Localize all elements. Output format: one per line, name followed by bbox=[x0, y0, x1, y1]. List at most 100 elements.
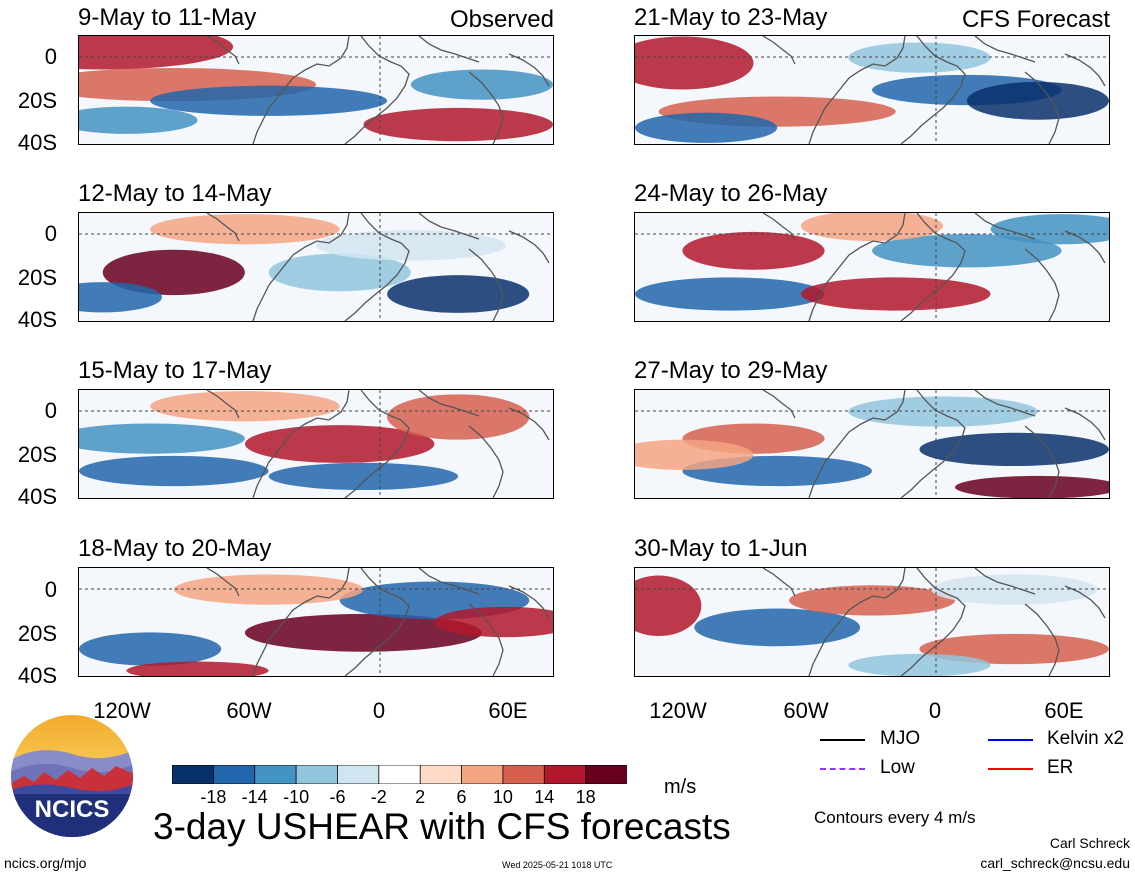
coastline bbox=[762, 568, 1106, 676]
map-panel-6 bbox=[634, 212, 1110, 322]
shear-anomaly-region bbox=[410, 69, 553, 100]
colorbar-swatch bbox=[461, 764, 504, 785]
colorbar-tick-label: -2 bbox=[370, 787, 387, 807]
y-tick-label: 20S bbox=[17, 442, 57, 467]
shear-anomaly-region bbox=[682, 231, 825, 270]
y-tick-label: 0 bbox=[44, 44, 57, 69]
shear-anomaly-region bbox=[635, 112, 778, 143]
map-panel-4 bbox=[78, 567, 554, 677]
kelvin-legend-line bbox=[988, 739, 1033, 741]
ncics-logo: NCICS bbox=[10, 714, 134, 838]
coastline bbox=[762, 213, 1106, 321]
panel-title-3: 15-May to 17-May bbox=[78, 357, 272, 384]
y-tick-label: 40S bbox=[17, 130, 57, 155]
mjo-legend-line bbox=[820, 739, 865, 741]
author-email: carl_schreck@ncsu.edu bbox=[980, 855, 1130, 871]
shear-anomaly-region bbox=[79, 455, 269, 487]
y-tick-label: 40S bbox=[17, 307, 57, 332]
shear-anomaly-region bbox=[79, 36, 234, 70]
colorbar-tick-label: -14 bbox=[241, 787, 268, 807]
colorbar-swatch bbox=[378, 764, 422, 785]
er-legend-label: ER bbox=[1047, 757, 1074, 778]
panel-title-1: 9-May to 11-May bbox=[78, 4, 257, 31]
panel-title-2: 12-May to 14-May bbox=[78, 180, 272, 207]
shear-anomaly-region bbox=[931, 574, 1098, 605]
shear-anomaly-region bbox=[954, 475, 1109, 498]
x-tick-label: 60W bbox=[783, 698, 829, 723]
shear-anomaly-region bbox=[79, 632, 222, 666]
panel-tag-forecast: CFS Forecast bbox=[961, 6, 1110, 33]
map-panel-8 bbox=[634, 567, 1110, 677]
panel-tag-observed: Observed bbox=[449, 6, 554, 33]
shear-anomaly-region bbox=[244, 613, 482, 652]
shear-anomaly-region bbox=[848, 396, 1038, 427]
shear-anomaly-region bbox=[789, 585, 955, 616]
coastline bbox=[206, 213, 550, 321]
coastline bbox=[206, 390, 550, 498]
map-panel-7 bbox=[634, 389, 1110, 499]
shear-anomaly-region bbox=[387, 275, 530, 313]
coastline bbox=[206, 568, 550, 676]
shear-anomaly-region bbox=[800, 277, 991, 311]
shear-anomaly-region bbox=[244, 425, 435, 463]
x-tick-label: 120W bbox=[93, 698, 151, 723]
colorbar bbox=[171, 764, 628, 785]
shear-anomaly-region bbox=[848, 653, 991, 676]
panel-title-5: 21-May to 23-May bbox=[634, 4, 828, 31]
shear-anomaly-region bbox=[848, 42, 991, 73]
colorbar-swatch bbox=[419, 764, 463, 785]
colorbar-swatch bbox=[212, 764, 256, 785]
colorbar-tick-label: 6 bbox=[456, 787, 467, 807]
colorbar-tick-label: 14 bbox=[534, 787, 555, 807]
y-tick-label: 0 bbox=[44, 577, 57, 602]
kelvin-legend-label: Kelvin x2 bbox=[1047, 728, 1125, 749]
colorbar-tick-label: -6 bbox=[329, 787, 346, 807]
colorbar-swatch bbox=[337, 764, 380, 785]
x-tick-label: 60E bbox=[488, 698, 528, 723]
low-legend-label: Low bbox=[880, 757, 915, 778]
colorbar-tick-label: 2 bbox=[415, 787, 426, 807]
shear-anomaly-region bbox=[150, 391, 340, 422]
shear-anomaly-region bbox=[268, 253, 411, 292]
x-tick-label: 60E bbox=[1044, 698, 1084, 723]
shear-anomaly-region bbox=[173, 574, 364, 605]
colorbar-swatch bbox=[295, 764, 339, 785]
panel-title-6: 24-May to 26-May bbox=[634, 180, 828, 207]
map-panel-5 bbox=[634, 35, 1110, 145]
colorbar-tick-label: -10 bbox=[283, 787, 310, 807]
panel-title-8: 30-May to 1-Jun bbox=[634, 535, 808, 562]
y-tick-label: 0 bbox=[44, 221, 57, 246]
shear-anomaly-region bbox=[387, 394, 530, 440]
shear-anomaly-region bbox=[919, 432, 1109, 467]
x-tick-label: 60W bbox=[226, 698, 272, 723]
colorbar-tick-label: 10 bbox=[492, 787, 513, 807]
x-tick-label: 0 bbox=[928, 698, 942, 723]
shear-anomaly-region bbox=[150, 214, 340, 245]
colorbar-swatch bbox=[585, 764, 628, 785]
shear-anomaly-region bbox=[872, 234, 1062, 268]
colorbar-swatch bbox=[171, 764, 215, 785]
shear-anomaly-region bbox=[635, 575, 702, 637]
panel-title-7: 27-May to 29-May bbox=[634, 357, 828, 384]
y-tick-label: 40S bbox=[17, 663, 57, 688]
shear-anomaly-region bbox=[268, 462, 459, 491]
shear-anomaly-region bbox=[635, 36, 754, 90]
coastline bbox=[762, 390, 1106, 498]
colorbar-tick-label: 18 bbox=[575, 787, 596, 807]
shear-anomaly-region bbox=[316, 230, 506, 261]
contour-interval-note: Contours every 4 m/s bbox=[814, 808, 976, 827]
shear-anomaly-region bbox=[102, 249, 245, 296]
shear-anomaly-region bbox=[635, 277, 825, 311]
map-panel-3 bbox=[78, 389, 554, 499]
y-tick-label: 0 bbox=[44, 398, 57, 423]
colorbar-swatch bbox=[254, 764, 297, 785]
shear-anomaly-region bbox=[79, 106, 198, 134]
coastline bbox=[206, 36, 550, 144]
colorbar-swatch bbox=[502, 764, 546, 785]
map-panel-2 bbox=[78, 212, 554, 322]
colorbar-tick-label: -18 bbox=[200, 787, 227, 807]
figure-title: 3-day USHEAR with CFS forecasts bbox=[153, 806, 731, 847]
ncics-logo-text: NCICS bbox=[35, 796, 110, 823]
y-tick-label: 20S bbox=[17, 265, 57, 290]
shear-anomaly-region bbox=[694, 608, 861, 647]
